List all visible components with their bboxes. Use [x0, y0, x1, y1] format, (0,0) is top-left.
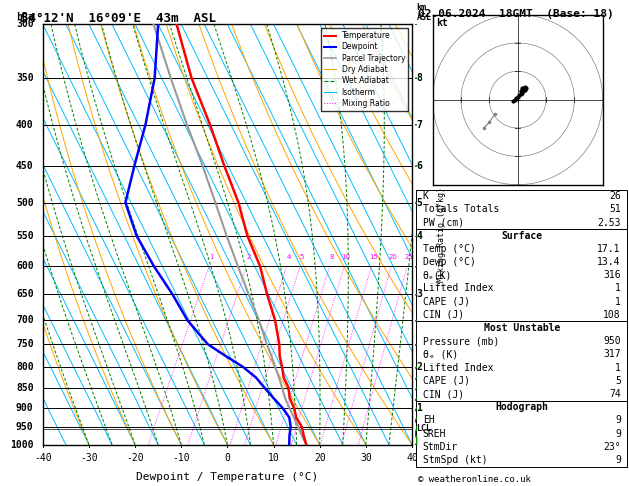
Text: km
ASL: km ASL: [416, 3, 431, 22]
Text: © weatheronline.co.uk: © weatheronline.co.uk: [418, 474, 531, 484]
Text: 5: 5: [416, 198, 422, 208]
Text: 8: 8: [416, 73, 422, 83]
Bar: [416, 400, 627, 467]
Text: 26: 26: [609, 191, 621, 201]
Text: 2: 2: [246, 255, 250, 260]
Text: 1: 1: [416, 403, 422, 413]
Text: 316: 316: [603, 270, 621, 280]
Text: 1000: 1000: [10, 440, 33, 450]
Text: Mixing Ratio (g/kg): Mixing Ratio (g/kg): [437, 187, 446, 282]
Text: 13.4: 13.4: [598, 257, 621, 267]
Text: 500: 500: [16, 198, 33, 208]
Text: Surface: Surface: [501, 231, 542, 241]
Text: 650: 650: [16, 289, 33, 299]
Text: PW (cm): PW (cm): [423, 218, 464, 227]
Text: 850: 850: [16, 383, 33, 393]
Text: Hodograph: Hodograph: [495, 402, 548, 412]
Text: 74: 74: [609, 389, 621, 399]
Text: θₑ(K): θₑ(K): [423, 270, 452, 280]
Text: 20: 20: [314, 453, 326, 463]
Text: 4: 4: [416, 231, 422, 241]
Text: CAPE (J): CAPE (J): [423, 376, 470, 386]
Text: 9: 9: [615, 416, 621, 425]
Bar: [416, 229, 627, 321]
Text: 9: 9: [615, 455, 621, 465]
Text: 350: 350: [16, 73, 33, 83]
Text: 5: 5: [615, 376, 621, 386]
Text: θₑ (K): θₑ (K): [423, 349, 458, 360]
Text: -30: -30: [80, 453, 97, 463]
Text: 25: 25: [404, 255, 413, 260]
Text: 950: 950: [16, 422, 33, 432]
Text: 108: 108: [603, 310, 621, 320]
Text: 317: 317: [603, 349, 621, 360]
Text: 20: 20: [389, 255, 398, 260]
Text: 17.1: 17.1: [598, 244, 621, 254]
Text: Dewpoint / Temperature (°C): Dewpoint / Temperature (°C): [136, 472, 318, 482]
Text: -10: -10: [172, 453, 190, 463]
Text: 6: 6: [416, 161, 422, 171]
Text: hPa: hPa: [16, 12, 33, 22]
Text: 300: 300: [16, 19, 33, 29]
Text: 02.06.2024  18GMT  (Base: 18): 02.06.2024 18GMT (Base: 18): [418, 9, 614, 19]
Text: Pressure (mb): Pressure (mb): [423, 336, 499, 346]
Text: 15: 15: [369, 255, 377, 260]
Text: 450: 450: [16, 161, 33, 171]
Bar: [416, 190, 627, 229]
Text: CAPE (J): CAPE (J): [423, 296, 470, 307]
Text: EH: EH: [423, 416, 435, 425]
Text: 23°: 23°: [603, 442, 621, 452]
Text: 4: 4: [286, 255, 291, 260]
Text: 550: 550: [16, 231, 33, 241]
Text: 400: 400: [16, 120, 33, 130]
Text: 700: 700: [16, 315, 33, 325]
Text: 54°12'N  16°09'E  43m  ASL: 54°12'N 16°09'E 43m ASL: [6, 12, 216, 25]
Text: 3: 3: [416, 289, 422, 299]
Text: 950: 950: [603, 336, 621, 346]
Text: StmSpd (kt): StmSpd (kt): [423, 455, 487, 465]
Text: StmDir: StmDir: [423, 442, 458, 452]
Text: 1: 1: [615, 283, 621, 294]
Text: 800: 800: [16, 362, 33, 372]
Text: 750: 750: [16, 339, 33, 349]
Text: 30: 30: [360, 453, 372, 463]
Text: -20: -20: [126, 453, 144, 463]
Text: Lifted Index: Lifted Index: [423, 363, 493, 373]
Text: 2.53: 2.53: [598, 218, 621, 227]
Bar: [416, 321, 627, 400]
Legend: Temperature, Dewpoint, Parcel Trajectory, Dry Adiabat, Wet Adiabat, Isotherm, Mi: Temperature, Dewpoint, Parcel Trajectory…: [321, 28, 408, 111]
Text: -40: -40: [34, 453, 52, 463]
Text: Most Unstable: Most Unstable: [484, 323, 560, 333]
Text: CIN (J): CIN (J): [423, 310, 464, 320]
Text: 2: 2: [416, 362, 422, 372]
Text: kt: kt: [436, 18, 448, 28]
Text: 600: 600: [16, 261, 33, 271]
Text: 1: 1: [615, 363, 621, 373]
Text: Lifted Index: Lifted Index: [423, 283, 493, 294]
Text: Temp (°C): Temp (°C): [423, 244, 476, 254]
Text: K: K: [423, 191, 428, 201]
Text: 1: 1: [615, 296, 621, 307]
Text: 10: 10: [342, 255, 350, 260]
Text: 5: 5: [300, 255, 304, 260]
Text: 40: 40: [406, 453, 418, 463]
Text: 10: 10: [268, 453, 279, 463]
Text: LCL: LCL: [416, 424, 431, 433]
Text: 8: 8: [329, 255, 334, 260]
Text: 1: 1: [209, 255, 213, 260]
Text: 7: 7: [416, 120, 422, 130]
Text: SREH: SREH: [423, 429, 446, 438]
Text: Totals Totals: Totals Totals: [423, 204, 499, 214]
Text: 51: 51: [609, 204, 621, 214]
Text: Dewp (°C): Dewp (°C): [423, 257, 476, 267]
Text: 9: 9: [615, 429, 621, 438]
Text: 0: 0: [225, 453, 230, 463]
Text: CIN (J): CIN (J): [423, 389, 464, 399]
Text: 900: 900: [16, 403, 33, 413]
